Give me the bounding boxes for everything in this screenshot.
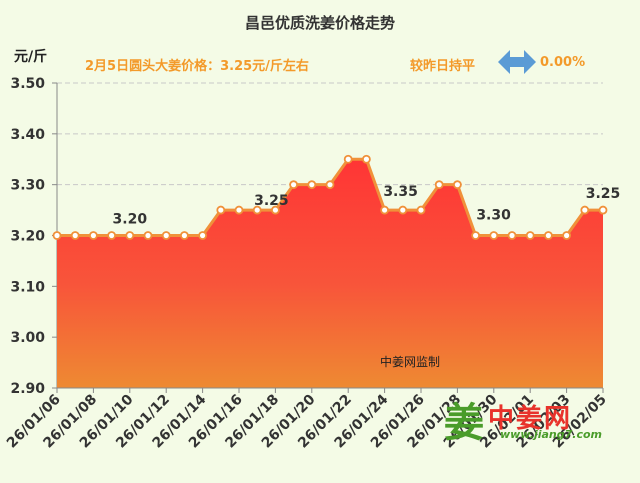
data-point: [216, 205, 226, 215]
data-point: [580, 205, 590, 215]
trend-label: 较昨日持平: [410, 59, 476, 74]
data-point: [198, 231, 208, 240]
data-point: [343, 154, 353, 164]
area-layer: [52, 154, 608, 388]
data-label: 3.35: [383, 184, 418, 200]
watermark-text: 中姜网监制: [380, 354, 440, 369]
data-label: 3.30: [476, 208, 511, 224]
data-point: [307, 180, 317, 190]
data-point: [289, 180, 299, 190]
data-label: 3.25: [254, 193, 289, 209]
data-point: [361, 154, 371, 164]
data-point: [544, 231, 553, 240]
data-point: [52, 231, 62, 240]
data-point: [179, 231, 189, 240]
chart-subtitle: 2月5日圆头大姜价格：3.25元/斤左右: [85, 59, 309, 74]
y-axis: 2.90 3.00 3.10 3.20 3.30 3.40 3.50: [10, 76, 58, 397]
logo-mark: 姜: [444, 399, 484, 446]
double-arrow-icon: [498, 50, 536, 74]
data-point: [416, 205, 426, 215]
data-point: [525, 231, 535, 240]
data-point: [89, 231, 98, 240]
data-point: [598, 205, 608, 215]
logo-url: www.jiang7.com: [500, 428, 603, 441]
y-tick-label: 3.20: [10, 229, 45, 245]
data-point: [562, 231, 571, 240]
site-logo: 姜 中姜网 www.jiang7.com: [444, 396, 624, 446]
data-point: [70, 231, 80, 240]
price-area: [57, 159, 603, 388]
data-point: [125, 231, 135, 240]
data-label: 3.25: [586, 186, 621, 202]
data-point: [252, 205, 262, 215]
y-tick-label: 3.30: [10, 178, 45, 194]
data-point: [398, 205, 408, 215]
y-tick-label: 3.00: [10, 330, 45, 346]
y-tick-label: 3.10: [10, 279, 45, 295]
annotations: 3.20 3.25 3.35 3.30 3.25 中姜网监制: [113, 184, 621, 369]
logo-text: 中姜网: [488, 404, 573, 434]
data-point: [434, 180, 444, 190]
data-point: [270, 205, 280, 215]
data-point: [325, 180, 335, 190]
chart-title: 昌邑优质洗姜价格走势: [244, 14, 395, 32]
data-point: [380, 205, 390, 215]
data-point: [234, 205, 244, 215]
data-point: [452, 180, 462, 190]
y-tick-label: 3.40: [10, 127, 45, 143]
data-label: 3.20: [113, 212, 148, 228]
data-point: [161, 231, 171, 240]
data-point: [107, 231, 116, 240]
data-point: [143, 231, 153, 240]
y-axis-unit: 元/斤: [14, 49, 48, 65]
data-point: [507, 231, 517, 240]
data-point: [489, 231, 499, 240]
y-tick-label: 3.50: [10, 76, 45, 92]
data-point: [471, 231, 481, 240]
change-percent: 0.00%: [540, 55, 586, 70]
y-tick-label: 2.90: [10, 381, 45, 397]
